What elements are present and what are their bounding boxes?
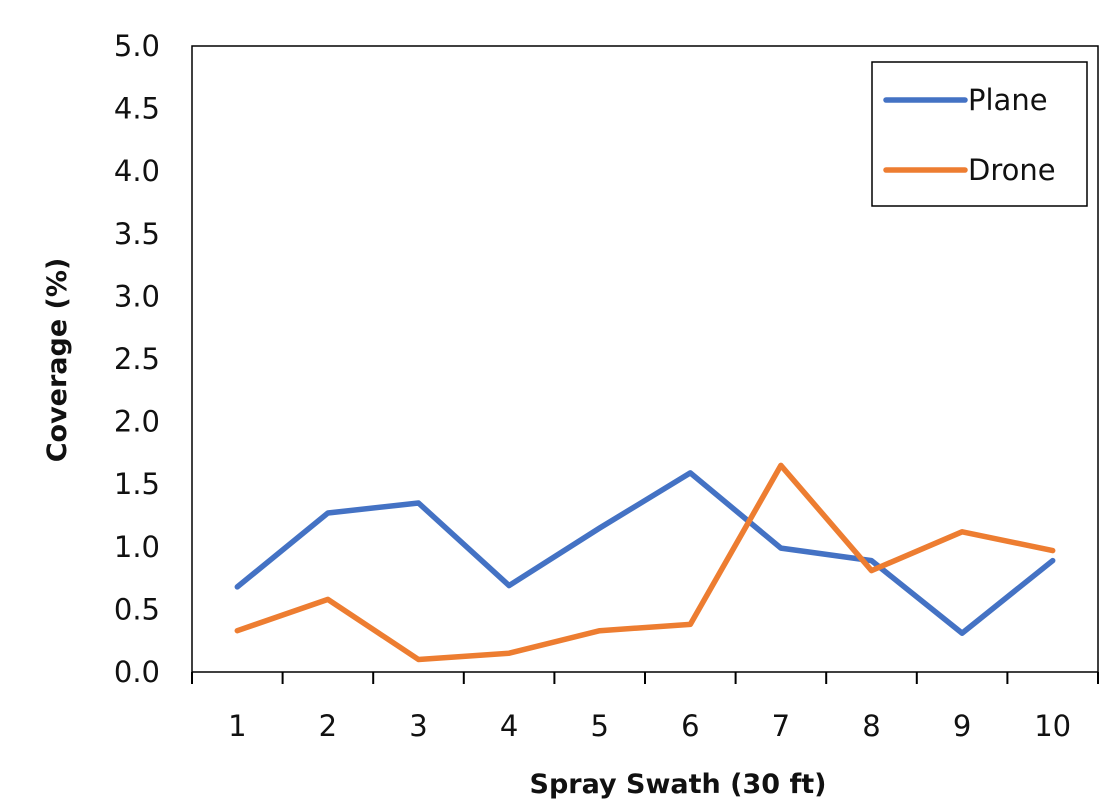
y-tick-label: 2.5 <box>114 342 160 376</box>
x-tick-label: 8 <box>862 709 880 743</box>
y-tick-label: 5.0 <box>114 29 160 63</box>
y-tick-label: 1.5 <box>114 467 160 501</box>
x-tick-label: 10 <box>1034 709 1071 743</box>
y-tick-label: 3.5 <box>114 217 160 251</box>
x-tick-label: 9 <box>953 709 971 743</box>
x-tick-label: 2 <box>319 709 337 743</box>
series-line-drone <box>234 462 1056 663</box>
series-line-plane <box>234 470 1056 636</box>
series-layer <box>234 462 1056 663</box>
legend-label-drone: Drone <box>968 153 1056 187</box>
y-tick-label: 3.0 <box>114 279 160 313</box>
x-tick-label: 1 <box>228 709 246 743</box>
y-tick-label: 0.5 <box>114 592 160 626</box>
y-axis-title: Coverage (%) <box>42 258 73 463</box>
y-tick-label: 4.5 <box>114 92 160 126</box>
x-tick-label: 4 <box>500 709 518 743</box>
legend-box <box>871 61 1088 207</box>
x-tick-label: 3 <box>409 709 427 743</box>
x-tick-label: 6 <box>681 709 699 743</box>
legend-label-plane: Plane <box>968 83 1048 117</box>
y-tick-label: 4.0 <box>114 154 160 188</box>
x-axis: 1 2 3 4 5 6 7 8 9 10 <box>191 672 1099 743</box>
legend: Plane Drone <box>871 61 1088 207</box>
y-tick-label: 0.0 <box>114 655 160 689</box>
x-tick-label: 5 <box>590 709 608 743</box>
x-axis-title: Spray Swath (30 ft) <box>530 769 827 800</box>
x-tick-label: 7 <box>772 709 790 743</box>
y-tick-label: 1.0 <box>114 530 160 564</box>
y-axis: 0.0 0.5 1.0 1.5 2.0 2.5 3.0 3.5 4.0 4.5 5.0 <box>114 29 160 689</box>
y-tick-label: 2.0 <box>114 405 160 439</box>
